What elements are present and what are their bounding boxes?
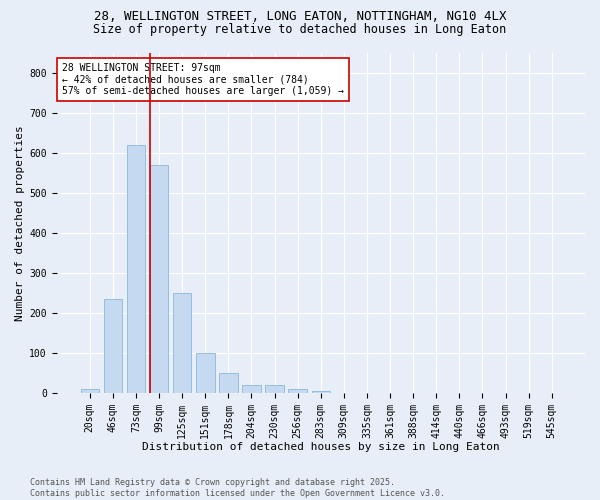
Bar	[196, 354, 215, 394]
Bar	[127, 144, 145, 394]
Bar	[150, 165, 169, 394]
Text: 28 WELLINGTON STREET: 97sqm
← 42% of detached houses are smaller (784)
57% of se: 28 WELLINGTON STREET: 97sqm ← 42% of det…	[62, 62, 344, 96]
Text: Size of property relative to detached houses in Long Eaton: Size of property relative to detached ho…	[94, 22, 506, 36]
X-axis label: Distribution of detached houses by size in Long Eaton: Distribution of detached houses by size …	[142, 442, 500, 452]
Bar	[311, 392, 330, 394]
Bar	[265, 384, 284, 394]
Bar	[335, 392, 353, 394]
Bar	[104, 299, 122, 394]
Text: Contains HM Land Registry data © Crown copyright and database right 2025.
Contai: Contains HM Land Registry data © Crown c…	[30, 478, 445, 498]
Bar	[289, 390, 307, 394]
Text: 28, WELLINGTON STREET, LONG EATON, NOTTINGHAM, NG10 4LX: 28, WELLINGTON STREET, LONG EATON, NOTTI…	[94, 10, 506, 23]
Bar	[80, 390, 99, 394]
Bar	[242, 384, 261, 394]
Y-axis label: Number of detached properties: Number of detached properties	[15, 125, 25, 321]
Bar	[219, 374, 238, 394]
Bar	[173, 293, 191, 394]
